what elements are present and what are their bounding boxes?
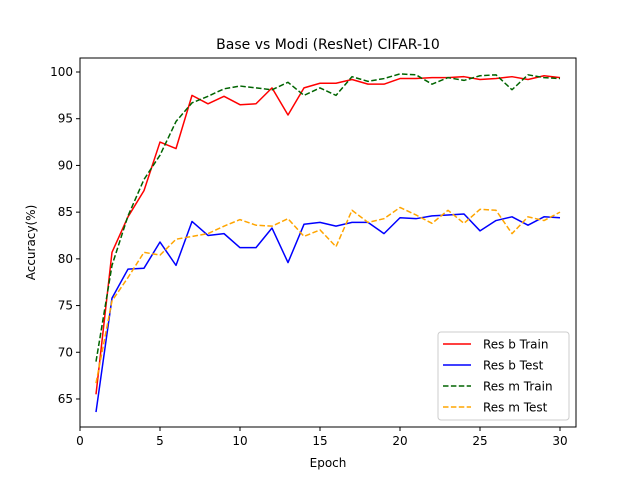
x-tick-label: 15 xyxy=(312,434,327,448)
legend-entry: Res m Train xyxy=(483,380,553,394)
series-layer xyxy=(95,73,561,413)
legend-entry: Res b Test xyxy=(483,359,544,373)
y-tick-label: 80 xyxy=(58,252,73,266)
y-tick-label: 95 xyxy=(58,112,73,126)
series-line-res-b-test xyxy=(95,213,561,413)
y-tick-label: 70 xyxy=(58,345,73,359)
legend-box xyxy=(437,331,570,421)
legend-entry: Res b Train xyxy=(483,338,548,352)
x-axis-label: Epoch xyxy=(310,456,347,470)
x-axis: 0 5 10 15 20 25 30 xyxy=(76,427,568,448)
x-tick-label: 10 xyxy=(232,434,247,448)
x-tick-label: 5 xyxy=(156,434,164,448)
y-tick-label: 100 xyxy=(50,65,73,79)
series-line-res-m-test xyxy=(95,206,561,384)
legend: Res b Train Res b Test Res m Train Res m Te… xyxy=(437,331,570,421)
series-line-res-b-train xyxy=(95,74,561,395)
chart-title: Base vs Modi (ResNet) CIFAR-10 xyxy=(216,37,440,53)
y-tick-label: 75 xyxy=(58,299,73,313)
y-axis-label: Accuracy(%) xyxy=(24,205,38,281)
series-line-res-m-train xyxy=(95,73,561,362)
y-tick-label: 90 xyxy=(58,158,73,172)
x-tick-label: 25 xyxy=(472,434,487,448)
legend-entry: Res m Test xyxy=(483,401,548,415)
y-tick-label: 85 xyxy=(58,205,73,219)
plot-frame xyxy=(79,57,577,428)
x-tick-label: 30 xyxy=(552,434,567,448)
x-tick-label: 0 xyxy=(76,434,84,448)
y-tick-label: 65 xyxy=(58,392,73,406)
y-axis: 65 70 75 80 85 90 95 100 xyxy=(50,65,80,406)
x-tick-label: 20 xyxy=(392,434,407,448)
